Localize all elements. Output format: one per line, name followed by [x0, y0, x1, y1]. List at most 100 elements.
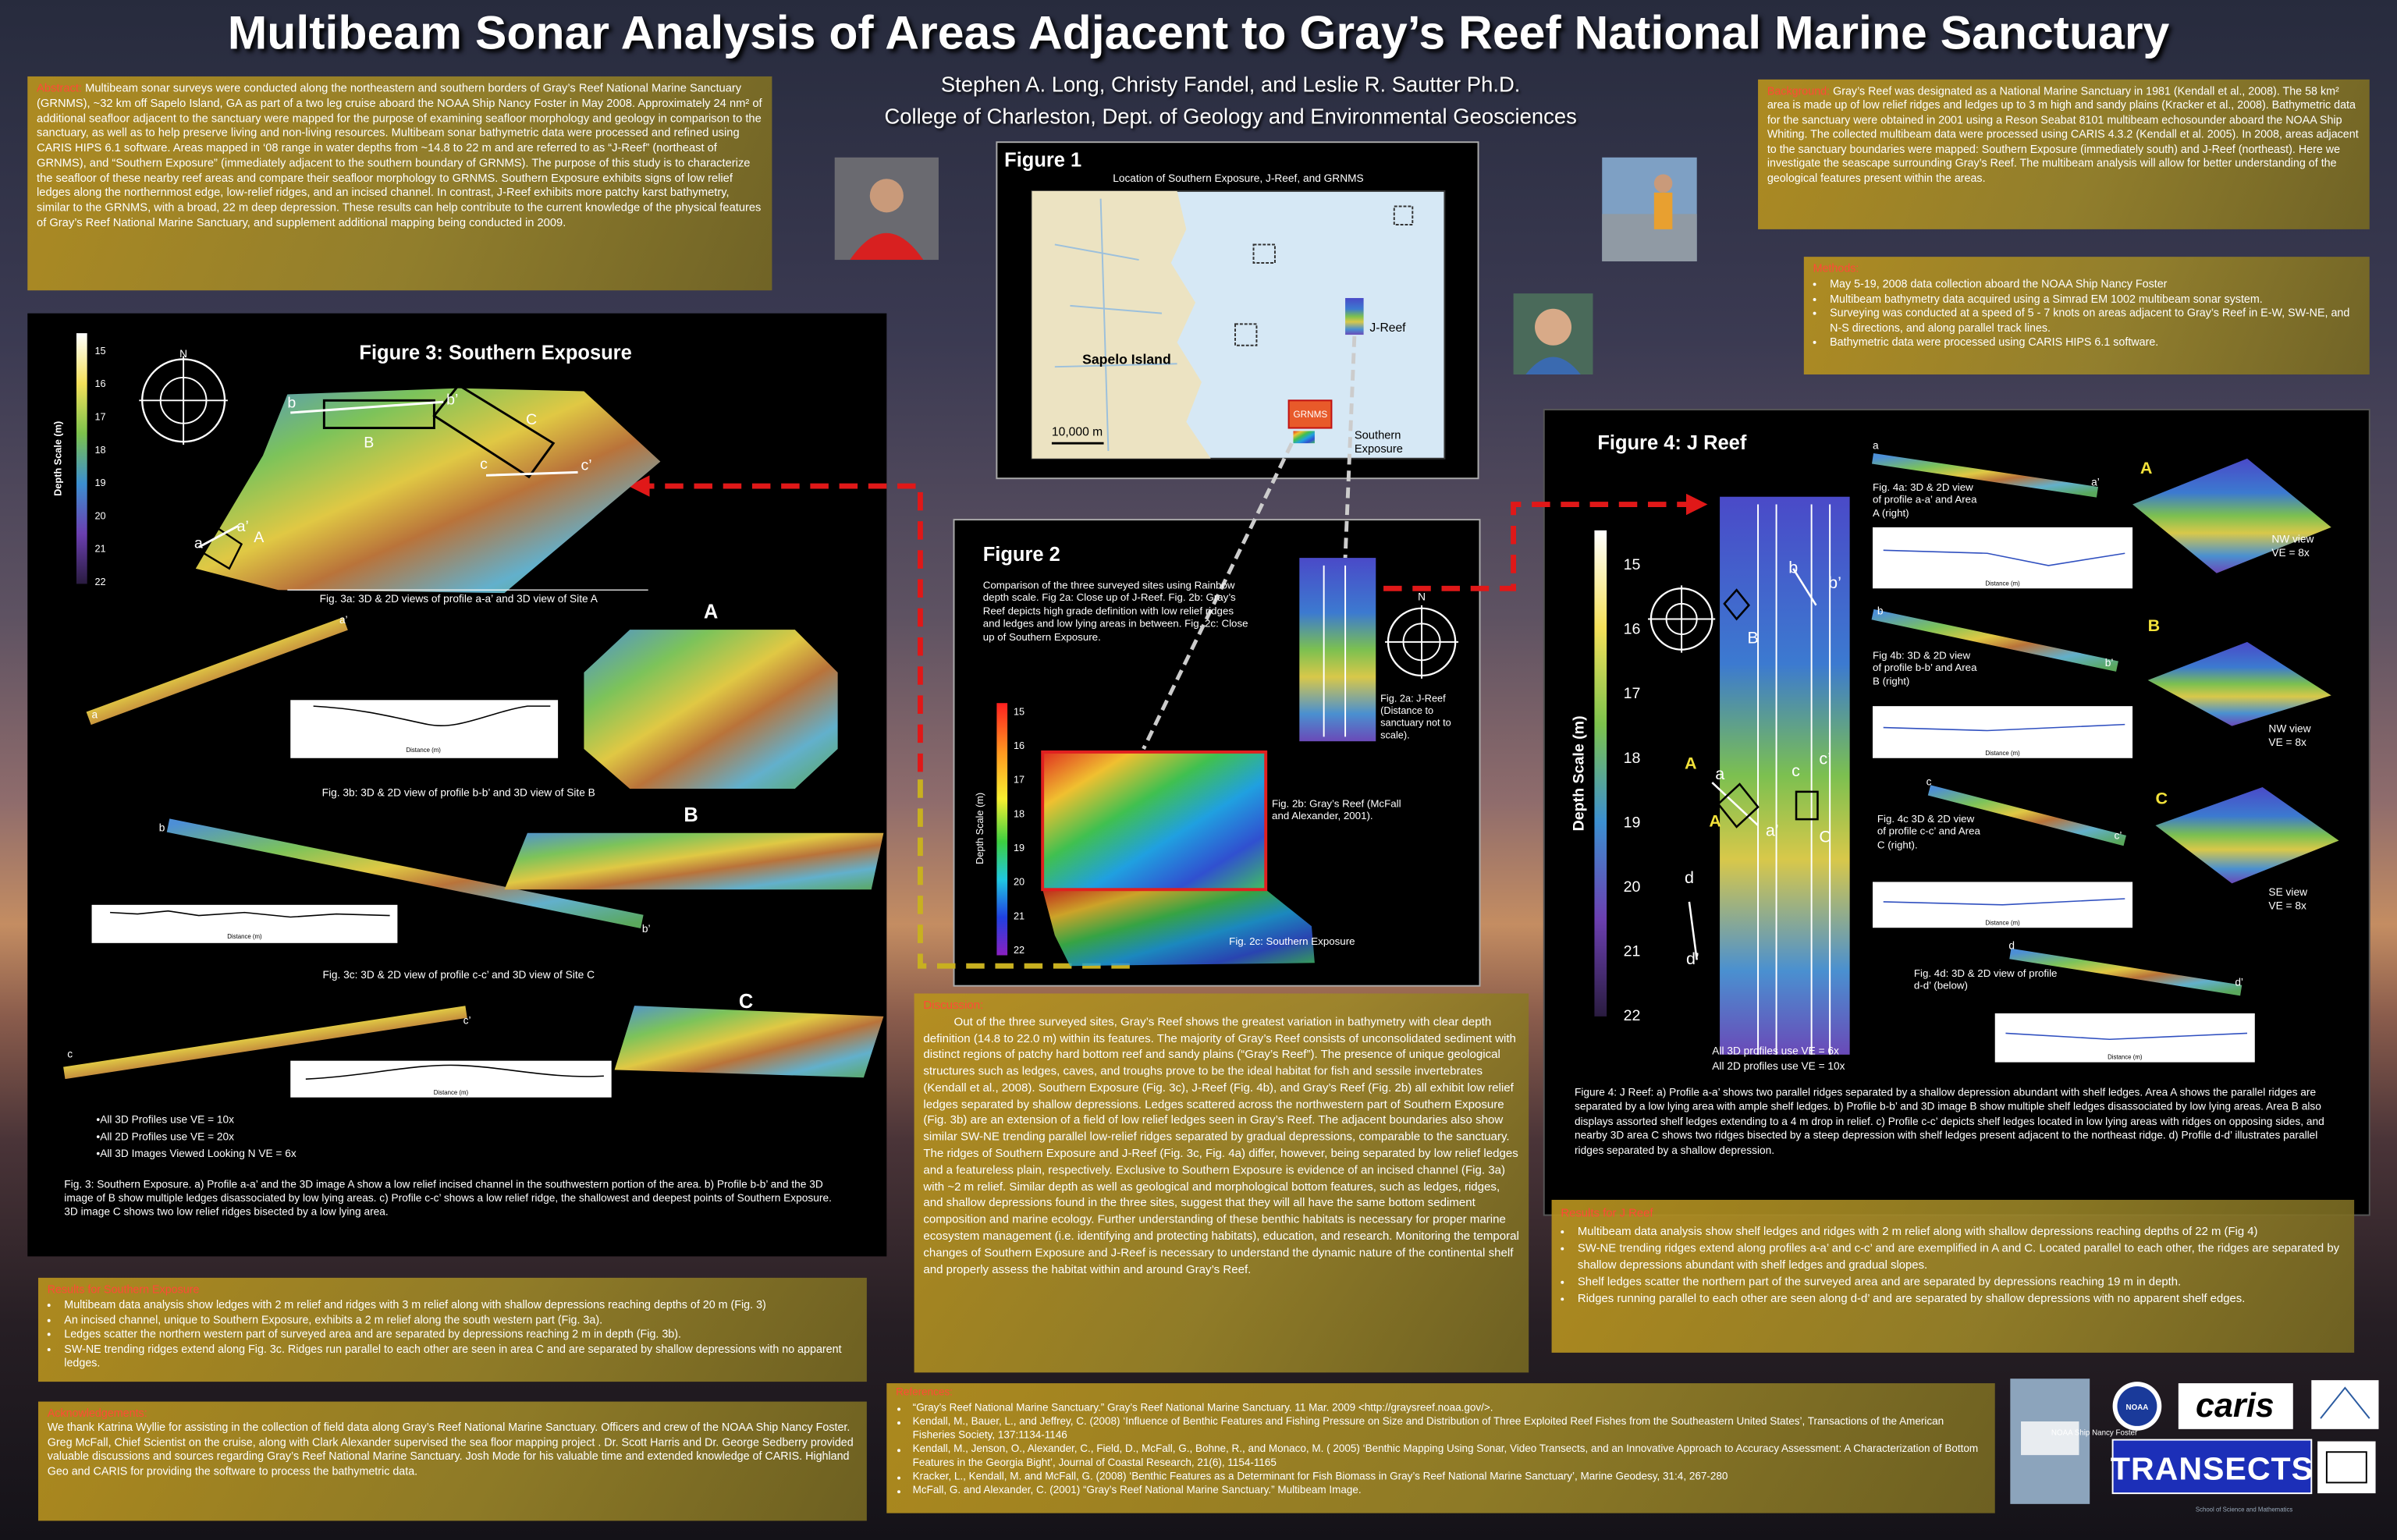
depth-tick-label: 19: [1014, 842, 1024, 853]
map-rivers: [1054, 198, 1177, 451]
logo: [2010, 1379, 2379, 1504]
map-label: d’: [1686, 949, 1699, 968]
photo: [1602, 157, 1697, 262]
map-label: Sapelo Island: [1082, 351, 1171, 367]
map-label: a’: [1766, 820, 1779, 839]
list-item: “Gray’s Reef National Marine Sanctuary.”…: [913, 1403, 1986, 1417]
note: All 2D profiles use VE = 10x: [1712, 1060, 1845, 1072]
connector: [1142, 442, 1294, 750]
figure-title: Figure 3: Southern Exposure: [359, 342, 631, 364]
profile-label: c: [1926, 776, 1932, 788]
profile-2d: [290, 1060, 612, 1098]
profile-label: b’: [642, 923, 651, 935]
profile-2d: [91, 904, 398, 943]
depth-tick-label: 21: [94, 543, 105, 555]
profile-label: b: [1877, 605, 1884, 616]
site-c-image: [614, 1006, 884, 1078]
list-item: Kracker, L., Kendall, M. and McFall, G. …: [913, 1471, 1986, 1485]
compass-label: N: [179, 348, 187, 360]
map-label: a: [1715, 764, 1724, 783]
map-label: B: [364, 434, 374, 451]
compass-label: N: [1418, 591, 1426, 603]
depth-tick-label: 16: [94, 378, 105, 389]
results-box: Results for Southern ExposureMultibeam d…: [37, 1277, 867, 1382]
depth-tick-label: 20: [1014, 876, 1024, 888]
caption: Fig. 4c 3D & 2D view of profile c-c’ and…: [1877, 814, 1980, 852]
list-item: Kendall, M., Bauer, L., and Jeffrey, C. …: [913, 1417, 1986, 1444]
depth-tick-label: 20: [1624, 878, 1641, 896]
profile-label: b’: [2105, 657, 2114, 669]
area-label: C: [2155, 788, 2168, 807]
methods-box: Methods: May 5-19, 2008 data collection a…: [1803, 257, 2370, 375]
depth-tick-label: 17: [94, 410, 105, 422]
depth-tick-label: 15: [1014, 705, 1024, 717]
caption: Fig. 3a: 3D & 2D views of profile a-a’ a…: [319, 594, 598, 605]
site-label: C: [739, 991, 753, 1013]
note: •All 3D Images Viewed Looking N VE = 6x: [96, 1148, 296, 1159]
grnms-marker: [1287, 399, 1333, 429]
southern-image: [1042, 889, 1315, 967]
caption: Fig. 3: Southern Exposure. a) Profile a-…: [64, 1180, 832, 1218]
list-item: Multibeam data analysis show ledges with…: [64, 1298, 858, 1313]
affiliation: College of Charleston, Dept. of Geology …: [884, 104, 1577, 129]
photo: [834, 157, 939, 261]
depth-ramp: [1594, 530, 1607, 1017]
depth-tick-label: 17: [1014, 774, 1024, 786]
map-label: c’: [581, 457, 591, 474]
list-item: Ledges scatter the northern western part…: [64, 1327, 858, 1342]
caption: Fig. 4d: 3D & 2D view of profile d-d’ (b…: [1913, 969, 2058, 993]
site-label: B: [684, 804, 698, 826]
profile-label: c: [67, 1048, 73, 1059]
photo: [1513, 293, 1593, 375]
map-label: A: [1685, 753, 1697, 772]
profile-label: b: [159, 822, 165, 834]
results-box: Results for J Reef Multibeam data analysi…: [1551, 1199, 2355, 1353]
scale-label: Depth Scale (m): [51, 421, 63, 496]
scale-label: Depth Scale (m): [1571, 715, 1588, 831]
depth-tick-label: 21: [1624, 942, 1641, 960]
caption: Fig. 2c: Southern Exposure: [1229, 936, 1355, 948]
logo-text: School of Science and Mathematics: [2196, 1506, 2293, 1513]
map-box: [1393, 205, 1414, 225]
profile-label: a’: [339, 614, 348, 626]
depth-tick-label: 19: [1624, 814, 1641, 831]
list-item: McFall, G. and Alexander, C. (2001) “Gra…: [913, 1485, 1986, 1499]
profile-label: a: [92, 709, 98, 721]
axis-label: Distance (m): [1985, 750, 2020, 757]
profile-label: c’: [2115, 829, 2122, 841]
map-label: b: [1788, 558, 1798, 577]
southern-map: [195, 388, 661, 594]
axis-label: Distance (m): [434, 1089, 469, 1096]
axis-label: Distance (m): [1985, 919, 2020, 926]
note: •All 2D Profiles use VE = 20x: [96, 1130, 234, 1142]
depth-tick-label: 21: [1014, 910, 1024, 921]
depth-tick-label: 18: [1014, 807, 1024, 819]
label: Background:: [1767, 83, 1831, 98]
depth-ramp: [996, 703, 1008, 956]
axis-label: Distance (m): [2108, 1054, 2143, 1061]
list-item: May 5-19, 2008 data collection aboard th…: [1830, 278, 2360, 293]
map-label: A: [1709, 811, 1721, 831]
caption: Figure 4: J Reef: a) Profile a-a’ shows …: [1574, 1088, 2324, 1157]
map-label: C: [1819, 826, 1831, 846]
map-label: a: [194, 535, 203, 552]
profile-2d: [290, 700, 559, 758]
map-label: b’: [1828, 573, 1841, 592]
jreef-image: [1299, 558, 1376, 742]
profile-label: a’: [2091, 477, 2100, 488]
list: Multibeam data analysis show ledges with…: [48, 1298, 858, 1371]
poster-title: Multibeam Sonar Analysis of Areas Adjace…: [227, 5, 2170, 60]
list-item: Ridges running parallel to each other ar…: [1578, 1290, 2346, 1308]
depth-tick-label: 18: [94, 444, 105, 456]
profile-label: d: [2008, 939, 2015, 951]
map-box: [1252, 243, 1276, 264]
axis-label: Distance (m): [1985, 580, 2020, 587]
view-label: NW view VE = 8x: [2271, 534, 2314, 559]
text: Out of the three surveyed sites, Gray’s …: [923, 1014, 1519, 1276]
list: Multibeam data analysis show shelf ledge…: [1561, 1222, 2345, 1307]
map-label: GRNMS: [1293, 410, 1327, 420]
depth-tick-label: 17: [1624, 685, 1641, 702]
scale-label: Depth Scale (m): [974, 793, 985, 864]
